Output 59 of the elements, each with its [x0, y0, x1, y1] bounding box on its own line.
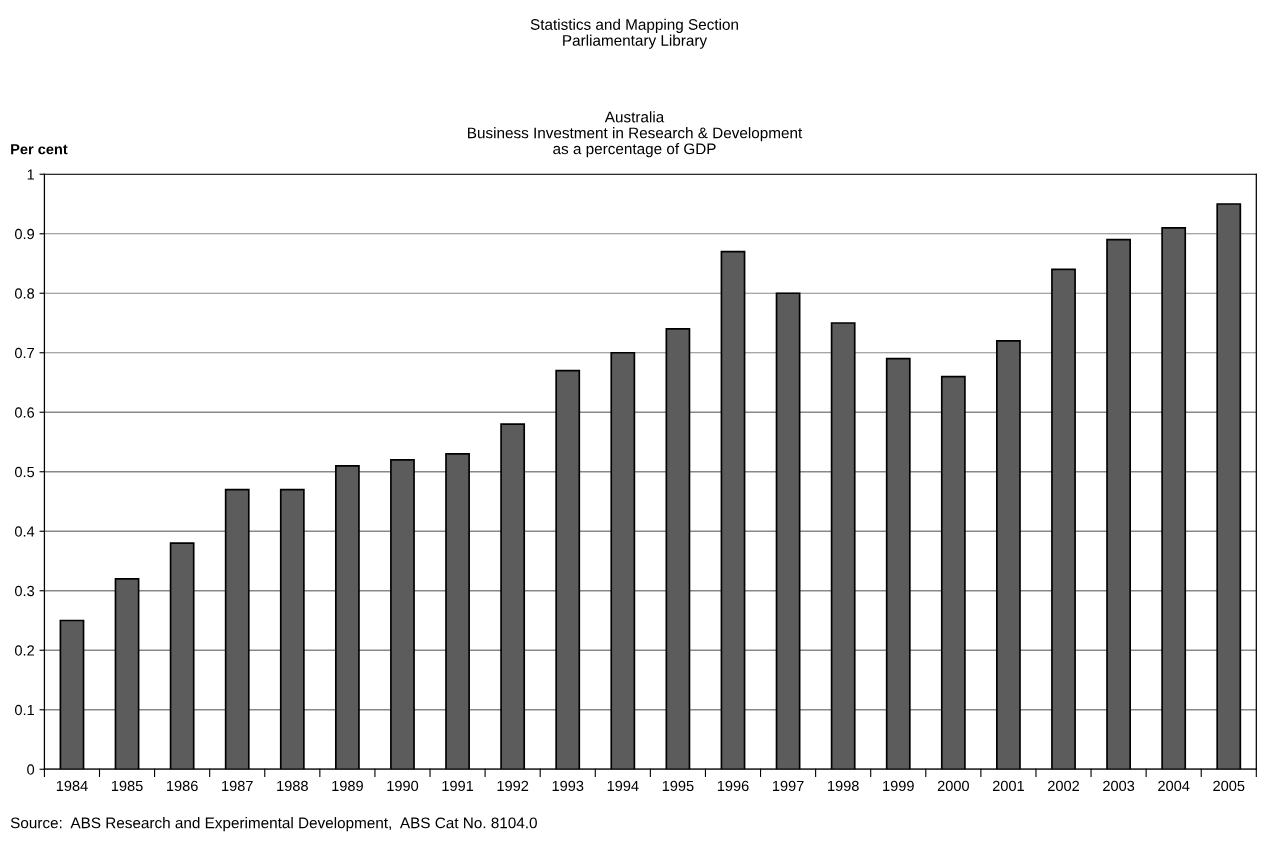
bar	[445, 453, 470, 770]
bar	[59, 619, 85, 770]
bar	[114, 578, 140, 770]
x-tick-label: 1994	[607, 780, 639, 792]
bar	[885, 357, 911, 770]
bar	[1051, 268, 1076, 770]
x-tick-label: 1996	[717, 780, 749, 792]
x-tick-label: 2003	[1103, 780, 1135, 792]
y-tick-label: 0.2	[14, 645, 34, 656]
y-tick-label: 0	[27, 764, 35, 775]
bar	[830, 322, 856, 770]
bar	[720, 250, 746, 770]
y-tick-label: 1	[27, 169, 34, 180]
bar	[390, 459, 415, 770]
x-tick-label: 1997	[772, 780, 804, 792]
x-tick-label: 1984	[56, 780, 88, 792]
x-tick-label: 1991	[442, 780, 474, 792]
bar	[1106, 238, 1131, 770]
x-tick-label: 1985	[111, 780, 143, 792]
y-tick-label: 0.6	[14, 407, 35, 418]
bar	[334, 464, 360, 770]
bar	[665, 328, 691, 770]
x-tick-label: 1992	[497, 780, 529, 792]
x-tick-label: 2001	[992, 780, 1024, 792]
y-tick-label: 0.3	[14, 585, 35, 597]
x-tick-label: 1987	[222, 780, 253, 792]
x-tick-label: 1995	[662, 780, 694, 792]
x-tick-label: 1988	[277, 780, 308, 792]
bar	[169, 542, 195, 770]
y-tick-label: 0.4	[14, 526, 35, 537]
y-tick-label: 0.7	[14, 347, 34, 359]
bar	[500, 423, 526, 770]
y-axis-title: Per cent	[11, 144, 68, 155]
bar	[224, 488, 250, 770]
x-tick-label: 2002	[1048, 780, 1079, 792]
x-tick-label: 1998	[828, 780, 859, 792]
y-tick-label: 0.8	[14, 288, 35, 299]
bar	[940, 375, 966, 770]
chart-title: Australia Business Investment in Research & Development as a percentage of GDP	[468, 111, 803, 158]
x-tick-label: 1990	[387, 780, 419, 792]
bar	[279, 488, 305, 770]
bar	[775, 292, 801, 770]
x-tick-label: 2005	[1213, 780, 1245, 792]
source-note: Source: ABS Research and Experimental Development, ABS Cat No. 8104.0	[10, 817, 537, 832]
bar	[1216, 203, 1242, 770]
x-tick-label: 2004	[1158, 780, 1190, 792]
y-tick-label: 0.9	[14, 228, 34, 240]
x-tick-label: 1993	[552, 780, 584, 792]
bar	[1161, 226, 1187, 770]
x-tick-label: 2000	[937, 780, 969, 792]
x-tick-label: 1989	[332, 780, 363, 792]
x-tick-label: 1999	[883, 780, 914, 792]
y-tick-label: 0.5	[14, 466, 35, 478]
bar	[996, 340, 1021, 770]
bar	[555, 369, 581, 770]
y-tick-label: 0.1	[14, 704, 34, 716]
bar	[610, 351, 636, 770]
x-tick-label: 1986	[167, 780, 198, 792]
chart-subtitle: Statistics and Mapping Section Parliamentary Library	[530, 18, 738, 49]
